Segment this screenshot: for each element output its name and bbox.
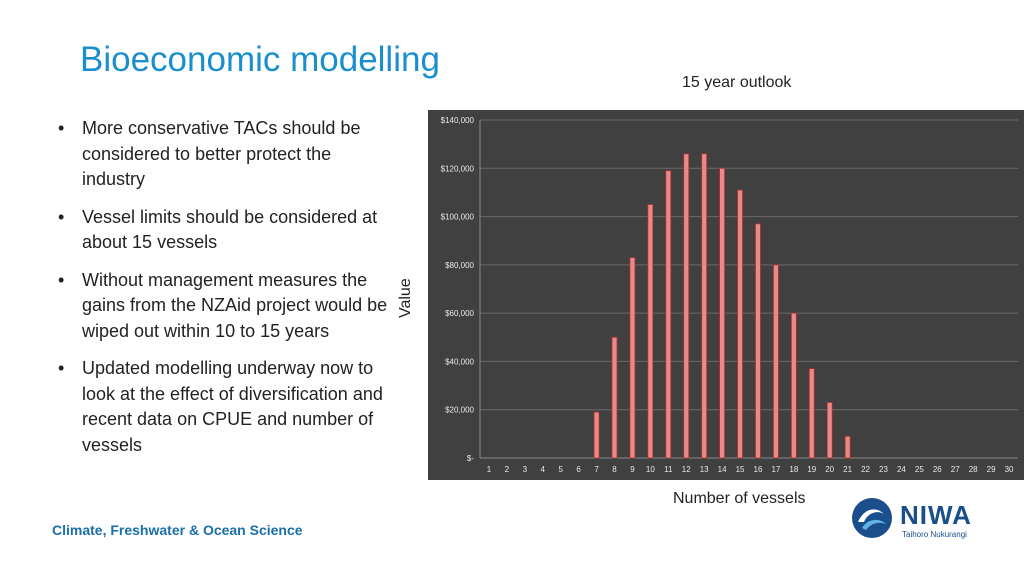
bar: [808, 368, 815, 459]
x-tick-label: 1: [487, 465, 492, 474]
x-tick-label: 30: [1005, 465, 1014, 474]
x-tick-label: 20: [825, 465, 834, 474]
bar: [701, 153, 708, 459]
x-tick-label: 27: [951, 465, 960, 474]
y-tick-label: $40,000: [445, 357, 474, 366]
x-tick-label: 13: [700, 465, 709, 474]
bullet-dot-icon: •: [58, 358, 65, 378]
bullet-text: More conservative TACs should be conside…: [82, 118, 361, 189]
x-tick-label: 10: [646, 465, 655, 474]
bar: [826, 402, 833, 459]
bullet-dot-icon: •: [58, 269, 65, 290]
x-tick-label: 17: [771, 465, 780, 474]
bar: [737, 189, 743, 459]
bar: [683, 153, 690, 459]
bar: [629, 257, 636, 459]
bar: [844, 435, 851, 459]
logo-subtitle: Taihoro Nukurangi: [902, 530, 967, 539]
footer-text: Climate, Freshwater & Ocean Science: [52, 522, 303, 538]
x-axis-label: Number of vessels: [673, 490, 806, 507]
x-tick-label: 25: [915, 465, 924, 474]
chart-title: 15 year outlook: [682, 74, 792, 91]
y-tick-label: $140,000: [441, 116, 475, 125]
x-tick-label: 22: [861, 465, 870, 474]
x-tick-label: 21: [843, 465, 852, 474]
x-tick-label: 23: [879, 465, 888, 474]
x-tick-label: 2: [505, 465, 510, 474]
bar: [611, 336, 618, 459]
x-tick-label: 5: [558, 465, 563, 474]
bullet-item: • Vessel limits should be considered at a…: [56, 205, 396, 256]
x-tick-label: 4: [541, 465, 546, 474]
x-tick-label: 7: [594, 465, 599, 474]
x-tick-label: 3: [523, 465, 528, 474]
y-tick-label: $60,000: [445, 309, 474, 318]
y-tick-label: $-: [467, 454, 474, 463]
y-axis-label: Value: [397, 278, 414, 318]
bar: [719, 167, 726, 459]
x-tick-label: 11: [664, 465, 673, 474]
x-tick-label: 28: [969, 465, 978, 474]
bar: [790, 312, 797, 459]
y-tick-label: $20,000: [445, 406, 474, 415]
x-tick-label: 26: [933, 465, 942, 474]
bullet-item: • Without management measures the gains f…: [56, 268, 396, 345]
logo-name: NIWA: [900, 500, 972, 530]
bullet-text: Vessel limits should be considered at ab…: [82, 206, 378, 253]
bullet-text: Without management measures the gains fr…: [82, 269, 388, 341]
y-tick-label: $100,000: [441, 213, 475, 222]
bullet-item: • More conservative TACs should be consid…: [56, 116, 396, 193]
y-tick-label: $80,000: [445, 261, 474, 270]
x-tick-label: 18: [789, 465, 798, 474]
x-tick-label: 6: [576, 465, 581, 474]
x-tick-label: 8: [612, 465, 617, 474]
niwa-wave-icon: [852, 498, 892, 538]
bullet-item: • Updated modelling underway now to look …: [56, 356, 396, 458]
x-tick-label: 19: [807, 465, 816, 474]
slide-title: Bioeconomic modelling: [80, 40, 440, 79]
bar-chart: $- $20,000 $40,000 $60,000 $80,000 $100,000 $1…: [441, 116, 1018, 474]
bullet-dot-icon: •: [58, 118, 65, 138]
chart-area: $- $20,000 $40,000 $60,000 $80,000 $100,000 $1…: [428, 110, 1024, 480]
x-tick-label: 15: [736, 465, 745, 474]
x-tick-label: 24: [897, 465, 906, 474]
x-tick-label: 16: [754, 465, 763, 474]
x-tick-label: 29: [987, 465, 996, 474]
x-tick-label: 14: [718, 465, 727, 474]
x-tick-label: 12: [682, 465, 691, 474]
bar: [647, 204, 654, 459]
bullet-list: • More conservative TACs should be consid…: [56, 116, 396, 470]
bar: [755, 223, 761, 459]
niwa-logo: NIWA Taihoro Nukurangi: [850, 496, 980, 544]
bar: [593, 411, 600, 459]
bullet-dot-icon: •: [58, 206, 65, 227]
y-tick-label: $120,000: [441, 164, 475, 173]
bar: [665, 170, 672, 459]
bar: [772, 264, 779, 459]
bullet-text: Updated modelling underway now to look a…: [82, 358, 383, 455]
x-tick-label: 9: [630, 465, 635, 474]
